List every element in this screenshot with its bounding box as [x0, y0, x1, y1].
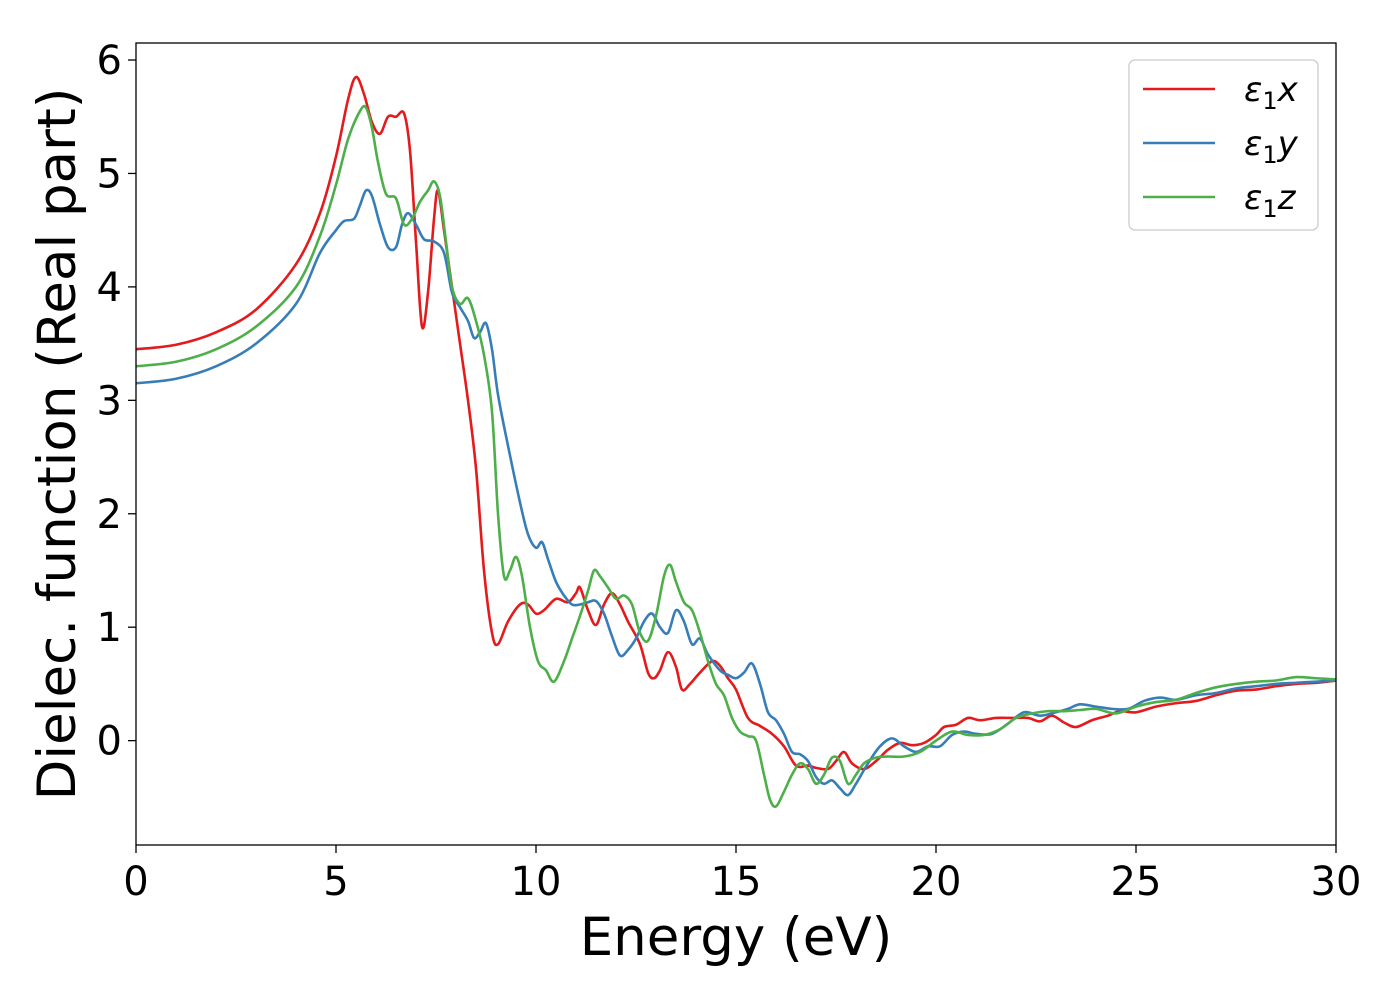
y-tick-label: 5 [97, 151, 122, 197]
y-axis-title: Dielec. function (Real part) [27, 88, 88, 801]
x-tick-label: 5 [323, 859, 348, 905]
x-tick-label: 10 [511, 859, 562, 905]
legend-label-z: ε1z [1244, 178, 1297, 223]
y-tick-label: 2 [97, 492, 122, 538]
x-axis-title: Energy (eV) [580, 907, 893, 968]
series-line-x [136, 75, 1336, 771]
x-axis-ticks: 0 5 10 15 20 25 30 [123, 845, 1361, 905]
x-tick-label: 20 [911, 859, 962, 905]
y-tick-label: 0 [97, 719, 122, 765]
y-tick-label: 6 [97, 38, 122, 84]
legend-frame [1128, 59, 1319, 231]
series-line-z [136, 104, 1336, 809]
x-tick-label: 0 [123, 859, 148, 905]
legend: ε1x ε1y ε1z [1128, 59, 1319, 231]
series-layer [136, 75, 1336, 809]
y-tick-label: 4 [97, 265, 122, 311]
x-tick-label: 15 [711, 859, 762, 905]
legend-label-y: ε1y [1244, 124, 1299, 169]
legend-label-x: ε1x [1244, 70, 1299, 115]
y-tick-label: 3 [97, 378, 122, 424]
y-axis-ticks: 0 1 2 3 4 5 6 [97, 38, 136, 765]
x-tick-label: 25 [1111, 859, 1162, 905]
series-line-y [136, 188, 1336, 797]
y-tick-label: 1 [97, 605, 122, 651]
x-tick-label: 30 [1311, 859, 1362, 905]
